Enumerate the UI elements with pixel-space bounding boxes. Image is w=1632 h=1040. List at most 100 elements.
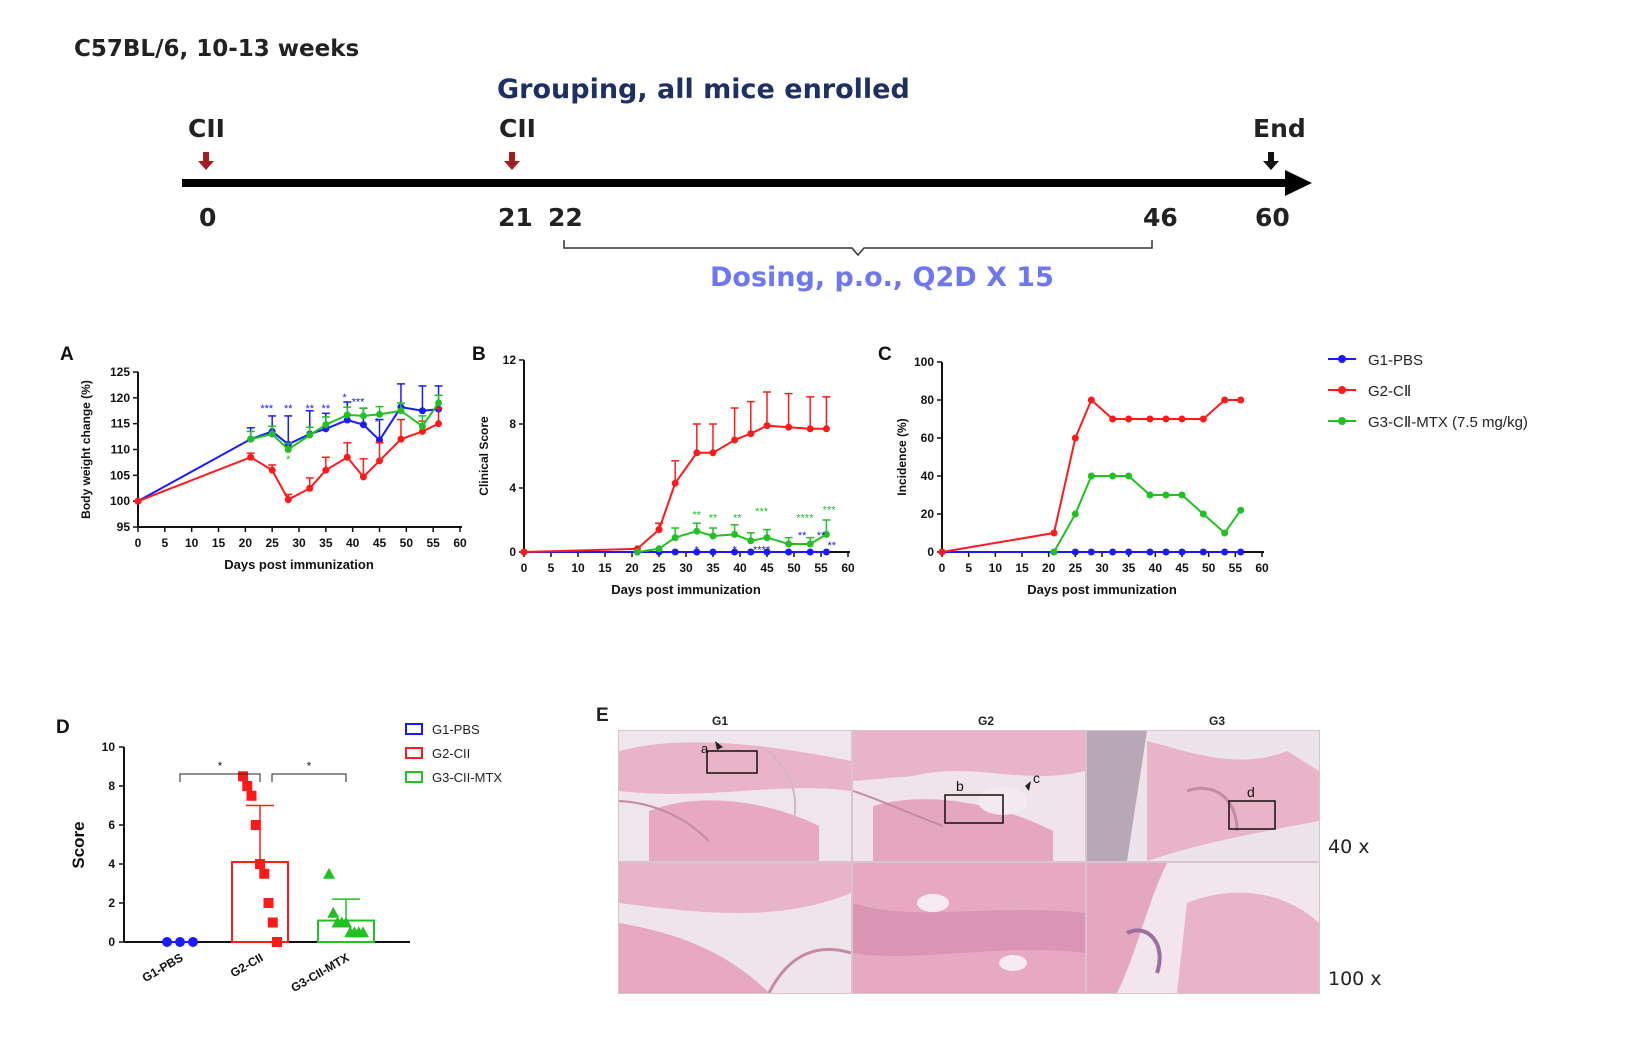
y-tick-label: 4 xyxy=(509,481,516,495)
significance-mark: ** xyxy=(693,509,702,521)
significance-mark: ** xyxy=(322,403,331,415)
x-tick-label: 15 xyxy=(598,561,612,575)
data-point xyxy=(785,548,793,556)
x-tick-label: 30 xyxy=(1095,561,1109,575)
data-point xyxy=(1125,415,1133,423)
data-point xyxy=(376,436,383,444)
legend-swatch-dot xyxy=(1338,417,1346,425)
legend-swatch-dot xyxy=(1338,355,1346,363)
x-axis-label: Days post immunization xyxy=(1027,582,1177,597)
data-point xyxy=(343,411,351,419)
x-tick-label: 30 xyxy=(679,561,693,575)
legend-label: G3-CⅡ-MTX (7.5 mg/kg) xyxy=(1368,414,1528,431)
legend-label: G3-CII-MTX xyxy=(432,770,502,785)
x-tick-label: 35 xyxy=(706,561,720,575)
x-tick-label: 0 xyxy=(521,561,528,575)
significance-mark: * xyxy=(218,759,223,773)
data-point xyxy=(263,898,274,908)
x-tick-label: 25 xyxy=(1069,561,1083,575)
chart-panel-c: C 0 5 10 15 20 25 30 35 40 45 50 55 60 0 20 40 60 80 100 Day… xyxy=(878,344,1269,597)
data-point xyxy=(1109,472,1117,480)
histo-col-title-g3: G3 xyxy=(1209,714,1226,728)
x-tick-label: 45 xyxy=(373,536,387,550)
svg-text:b: b xyxy=(956,778,964,794)
data-point xyxy=(822,425,830,433)
series-line xyxy=(1053,475,1242,553)
data-point xyxy=(1125,472,1133,480)
x-tick-label: 45 xyxy=(1175,561,1189,575)
x-tick-label: 10 xyxy=(185,536,199,550)
x-axis-label: Days post immunization xyxy=(611,582,761,597)
significance-mark: ** xyxy=(709,513,718,525)
x-tick-label: 5 xyxy=(548,561,555,575)
series-2 xyxy=(520,391,831,556)
data-point xyxy=(655,526,663,534)
significance-mark: *** xyxy=(352,397,366,409)
y-tick-label: 20 xyxy=(921,507,935,521)
data-point xyxy=(284,446,292,453)
svg-text:c: c xyxy=(1033,770,1040,786)
y-axis-label: Clinical Score xyxy=(477,416,491,496)
data-point xyxy=(397,435,405,443)
panel-letter: B xyxy=(472,344,486,365)
histo-g3-40x: d xyxy=(1086,730,1320,862)
grouping-label: Grouping, all mice enrolled xyxy=(497,74,910,105)
x-tick-label: 50 xyxy=(1202,561,1216,575)
data-point xyxy=(435,420,443,428)
data-point xyxy=(1146,548,1154,556)
data-point xyxy=(806,548,814,556)
data-point xyxy=(520,548,528,556)
svg-text:d: d xyxy=(1247,784,1255,800)
significance-mark: *** xyxy=(755,506,769,518)
timeline-day-22: 22 xyxy=(548,203,583,232)
data-point xyxy=(418,427,426,435)
series-1 xyxy=(520,548,830,556)
arrow-down-icon-cii-2 xyxy=(504,152,520,170)
data-point xyxy=(1162,415,1170,423)
y-tick-label: 0 xyxy=(927,545,934,559)
data-point xyxy=(763,422,771,430)
data-point xyxy=(693,449,701,457)
legend-swatch xyxy=(405,771,423,783)
data-point xyxy=(255,859,265,869)
y-tick-label: 6 xyxy=(108,818,115,832)
data-point xyxy=(259,868,270,879)
legend-label: G1-PBS xyxy=(1368,352,1423,369)
y-axis-label: Body weight change (%) xyxy=(79,380,93,519)
data-point xyxy=(250,820,261,830)
histo-col-title-g1: G1 xyxy=(712,714,729,728)
series-2 xyxy=(938,396,1245,556)
series-3 xyxy=(246,394,443,453)
data-point xyxy=(822,548,830,556)
data-point xyxy=(1109,415,1117,423)
y-tick-label: 60 xyxy=(921,431,935,445)
x-tick-label: 25 xyxy=(265,536,279,550)
legend-label: G1-PBS xyxy=(432,722,480,737)
data-point xyxy=(1087,396,1095,404)
legend-entry: G1-PBS xyxy=(1328,352,1423,369)
data-point xyxy=(693,527,701,535)
data-point xyxy=(397,407,405,415)
data-point xyxy=(1199,510,1207,518)
data-point xyxy=(1199,548,1207,556)
x-tick-label: 55 xyxy=(426,536,440,550)
bar-group-1: G1-PBS xyxy=(140,937,198,985)
data-point xyxy=(747,537,755,545)
y-axis-label: Incidence (%) xyxy=(895,418,909,495)
data-point xyxy=(267,917,278,928)
data-point xyxy=(306,431,314,439)
data-point xyxy=(343,416,351,424)
legend-top: G1-PBS G2-CⅡ G3-CⅡ-MTX (7.5 mg/kg) xyxy=(1328,352,1528,431)
series-3 xyxy=(1050,472,1245,556)
significance-mark: ** xyxy=(798,530,807,542)
x-axis-label: Days post immunization xyxy=(224,557,374,572)
data-point xyxy=(1221,548,1229,556)
legend-d-entry: G2-CII xyxy=(405,746,470,761)
chart-panel-a: A 0 5 10 15 20 25 30 35 40 45 50 55 60 95 100 105 110 115 1… xyxy=(60,344,467,572)
data-point xyxy=(671,534,679,542)
data-point xyxy=(1237,396,1245,404)
y-tick-label: 40 xyxy=(921,469,935,483)
legend-swatch xyxy=(405,723,423,735)
legend-swatch xyxy=(405,747,423,759)
